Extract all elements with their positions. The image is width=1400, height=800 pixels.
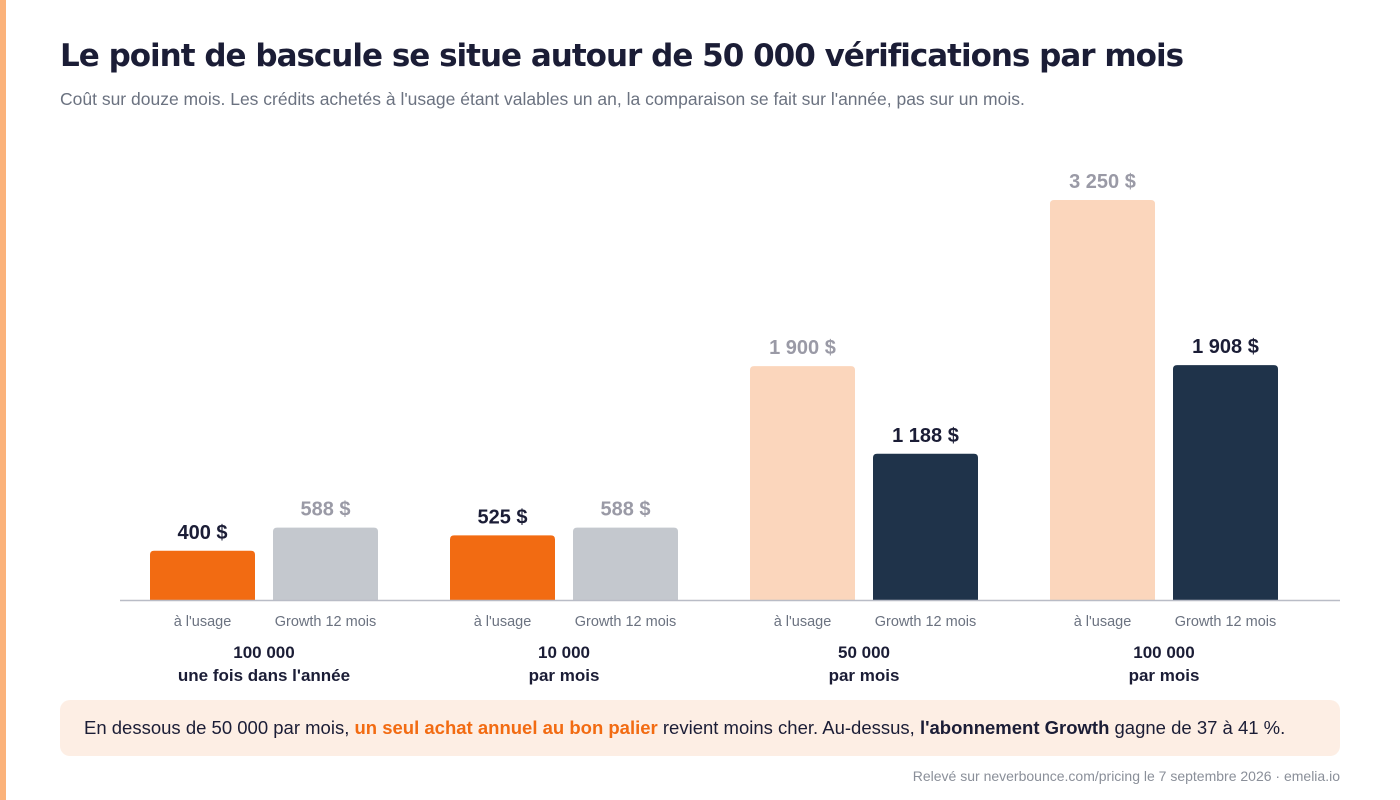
group-label-line1-3: 50 000 (838, 643, 890, 662)
chart-subtitle: Coût sur douze mois. Les crédits achetés… (60, 89, 1025, 109)
value-label-group1-growth: 588 $ (300, 499, 350, 521)
value-label-group1-usage: 400 $ (177, 522, 227, 544)
bar-group3-usage (750, 366, 855, 600)
takeaway-note: En dessous de 50 000 par mois, un seul a… (60, 700, 1340, 756)
bar-category-label-group1-growth: Growth 12 mois (275, 614, 377, 630)
group-label-line1-4: 100 000 (1133, 643, 1194, 662)
group-label-line2-3: par mois (829, 666, 900, 685)
bar-category-label-group1-usage: à l'usage (174, 614, 232, 630)
bar-group2-usage (450, 535, 555, 600)
bar-chart: 400 $ à l'usage 588 $ Growth 12 mois 100 000… (120, 171, 1340, 685)
bar-group1-growth (273, 527, 378, 600)
group-label-line2-4: par mois (1129, 666, 1200, 685)
note-text-3: gagne de 37 à 41 %. (1109, 717, 1286, 738)
value-label-group4-growth: 1 908 $ (1192, 336, 1259, 358)
note-text-1: En dessous de 50 000 par mois, (84, 717, 355, 738)
bar-group2-growth (573, 527, 678, 600)
source-footnote: Relevé sur neverbounce.com/pricing le 7 … (912, 768, 1340, 784)
group-label-line1-1: 100 000 (233, 643, 294, 662)
bar-category-label-group3-usage: à l'usage (774, 614, 832, 630)
group-label-line1-2: 10 000 (538, 643, 590, 662)
bar-category-label-group4-usage: à l'usage (1074, 614, 1132, 630)
value-label-group4-usage: 3 250 $ (1069, 171, 1136, 193)
bar-category-label-group2-usage: à l'usage (474, 614, 532, 630)
note-highlight-pay-as-you-go: un seul achat annuel au bon palier (354, 717, 658, 738)
bar-category-label-group2-growth: Growth 12 mois (575, 614, 677, 630)
bar-group4-usage (1050, 200, 1155, 600)
group-label-line2-1: une fois dans l'année (178, 666, 350, 685)
bar-category-label-group4-growth: Growth 12 mois (1175, 614, 1277, 630)
value-label-group2-usage: 525 $ (477, 506, 527, 528)
note-text-2: revient moins cher. Au-dessus, (657, 717, 920, 738)
chart-title: Le point de bascule se situe autour de 5… (60, 38, 1184, 74)
value-label-group3-usage: 1 900 $ (769, 337, 836, 359)
value-label-group2-growth: 588 $ (600, 499, 650, 521)
bar-group3-growth (873, 453, 978, 600)
bar-group1-usage (150, 550, 255, 600)
bar-category-label-group3-growth: Growth 12 mois (875, 614, 977, 630)
group-label-line2-2: par mois (529, 666, 600, 685)
left-accent-bar (0, 0, 6, 800)
bar-group4-growth (1173, 365, 1278, 600)
note-highlight-growth: l'abonnement Growth (919, 717, 1110, 738)
value-label-group3-growth: 1 188 $ (892, 425, 959, 447)
